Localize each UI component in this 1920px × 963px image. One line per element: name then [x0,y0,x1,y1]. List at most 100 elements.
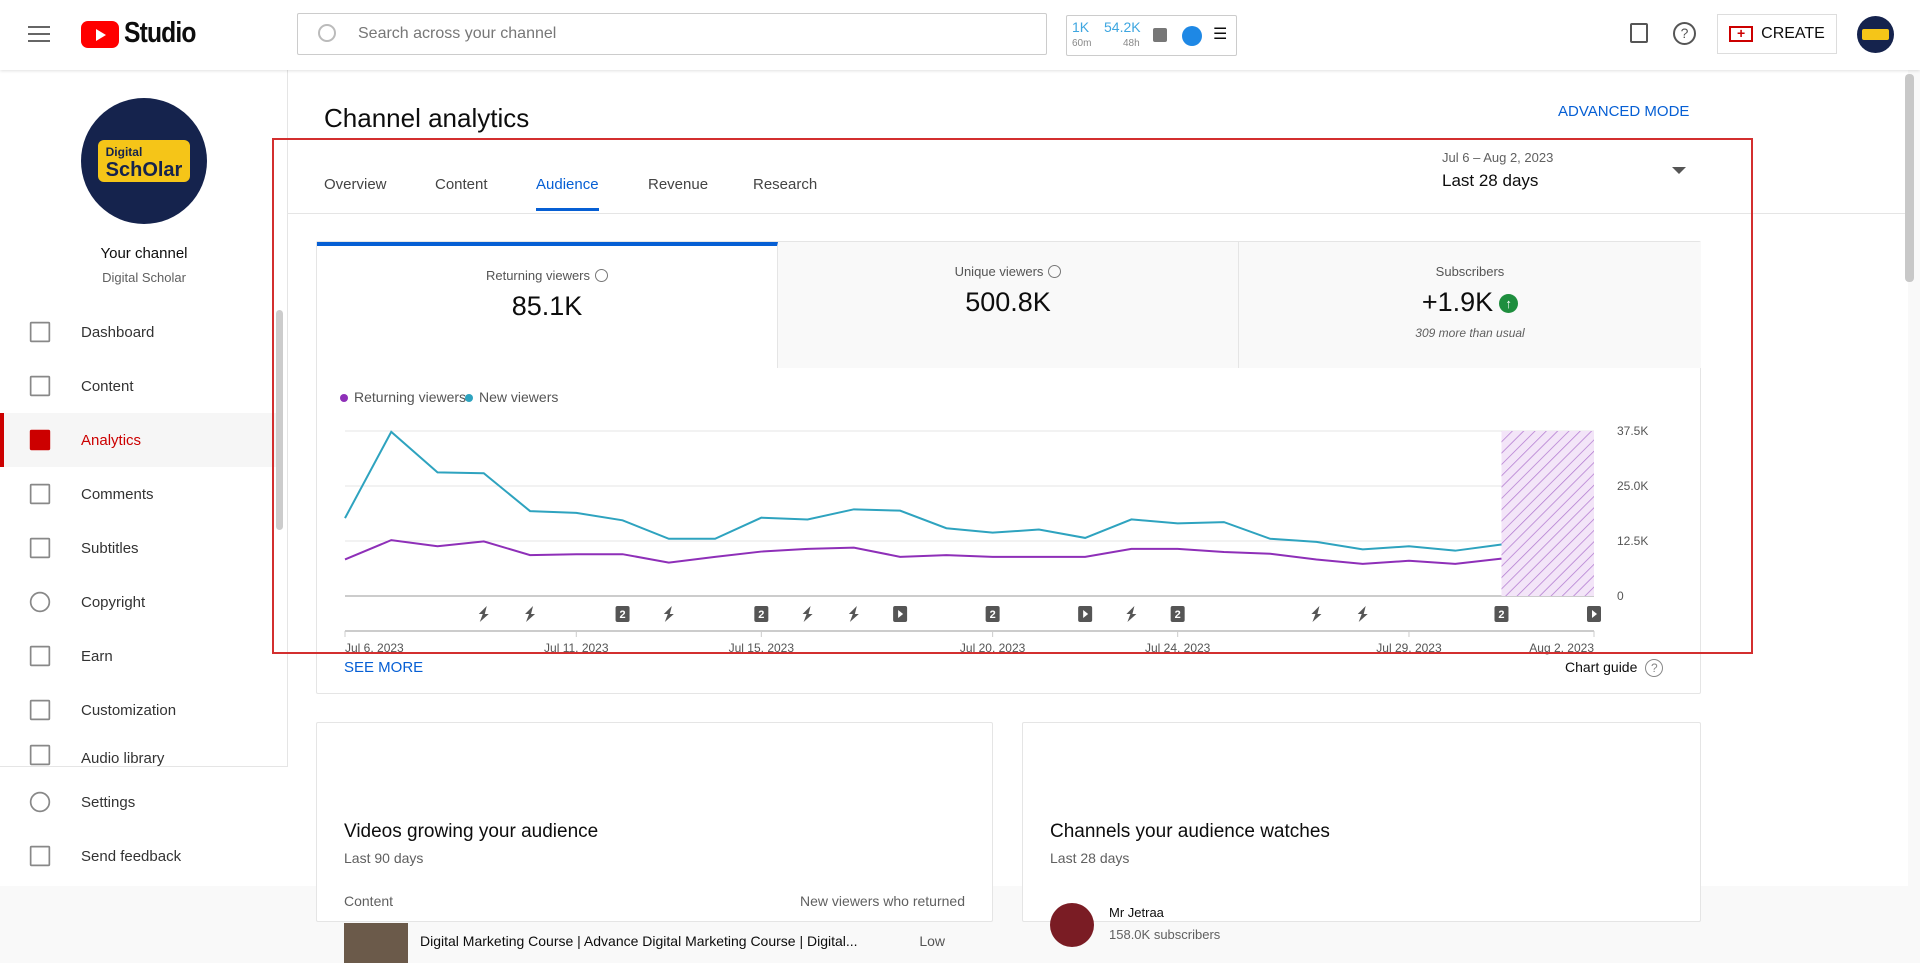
column-header-content: Content [344,893,394,909]
metric-value: +1.9K [1421,287,1494,317]
metric-tab-unique-viewers[interactable]: Unique viewers 500.8K [778,242,1239,368]
shorts-icon [1357,606,1368,622]
sidebar-item-subtitles[interactable]: Subtitles [0,521,280,575]
hamburger-icon[interactable]: ☰ [1213,26,1228,43]
tab-overview[interactable]: Overview [324,176,387,193]
tab-revenue[interactable]: Revenue [648,176,709,193]
sidebar-scrollbar[interactable] [276,310,283,530]
shorts-icon [848,606,859,622]
views-period: 48h [1123,38,1140,49]
marker-2-icon: 2 [1170,606,1185,622]
dashboard-icon [29,321,51,343]
copyright-icon [29,591,51,613]
sidebar-item-earn[interactable]: Earn [0,629,280,683]
marker-shorts-icon [525,606,536,622]
card-title: Videos growing your audience [344,821,599,842]
incomplete-data-region [1501,431,1594,596]
sidebar-item-label: Customization [81,701,177,719]
metric-tab-returning-viewers[interactable]: Returning viewers 85.1K [317,242,778,368]
metric-label-text: Subscribers [1435,264,1505,279]
marker-box [1170,606,1185,622]
analytics-icon [29,429,51,451]
menu-icon[interactable] [28,26,50,42]
date-range-selector[interactable]: Jul 6 – Aug 2, 2023 Last 28 days [1442,150,1702,200]
y-tick-label: 25.0K [1617,479,1648,493]
create-label: CREATE [1761,25,1825,42]
sidebar-item-label: Settings [81,793,136,811]
sidebar-item-label: Earn [81,647,113,665]
metric-value: 85.1K [511,291,583,321]
marker-shorts-icon [663,606,674,622]
chart-guide-button[interactable]: Chart guide ? [1565,659,1664,677]
marker-box [1494,606,1509,622]
metric-label: Unique viewers [778,264,1238,279]
marker-box [985,606,1000,622]
sidebar-item-copyright[interactable]: Copyright [0,575,280,629]
sidebar-item-label: Send feedback [81,847,182,865]
search-input[interactable]: Search across your channel [297,13,1047,55]
channel-avatar[interactable]: Digital SchOlar [81,98,207,224]
page-scrollbar[interactable] [1905,74,1914,282]
metric-tab-subscribers[interactable]: Subscribers +1.9K ↑ 309 more than usual [1239,242,1701,368]
account-avatar[interactable] [1857,16,1894,53]
feedback-messages-icon[interactable] [1630,23,1648,43]
studio-logo-text[interactable]: Studio [124,17,196,49]
metric-label: Returning viewers [317,268,777,283]
help-icon[interactable]: ? [1673,22,1696,45]
sidebar-item-settings[interactable]: Settings [0,775,280,829]
bar-chart-icon[interactable] [1153,28,1167,42]
legend-dot [465,394,473,402]
marker-shorts-icon [478,606,489,622]
subtitles-icon [29,537,51,559]
tab-audience[interactable]: Audience [536,176,599,211]
x-tick-label: Jul 6, 2023 [345,641,404,655]
tabs-divider [288,213,1908,214]
tab-content[interactable]: Content [435,176,488,193]
sidebar-item-label: Subtitles [81,539,139,557]
sidebar-item-analytics[interactable]: Analytics [0,413,280,467]
sidebar-item-dashboard[interactable]: Dashboard [0,305,280,359]
channel-name: Digital Scholar [102,270,186,285]
search-icon [318,24,336,42]
shorts-icon [1311,606,1322,622]
create-button[interactable]: + CREATE [1717,14,1837,54]
shorts-icon [1126,606,1137,622]
marker-box [615,606,630,622]
sidebar-item-customization[interactable]: Customization [0,683,280,737]
sidebar-item-audio-library[interactable]: Audio library [0,737,280,767]
sidebar-item-label: Analytics [81,431,142,449]
series-line-new-viewers [344,430,1502,552]
marker-shorts-icon [1311,606,1322,622]
marker-count: 2 [758,609,764,621]
video-title[interactable]: Digital Marketing Course | Advance Digit… [420,933,858,949]
tab-research[interactable]: Research [753,176,818,193]
play-icon [1592,610,1597,618]
sidebar-item-label: Copyright [81,593,146,611]
legend-dot [340,394,348,402]
youtube-logo-icon[interactable] [81,21,119,48]
feedback-icon [29,845,51,867]
x-tick-label: Jul 29, 2023 [1376,641,1442,655]
sidebar-item-send-feedback[interactable]: Send feedback [0,829,280,883]
stats-extension-widget[interactable]: 1K 60m 54.2K 48h ☰ [1066,15,1237,56]
y-tick-label: 12.5K [1617,534,1648,548]
sidebar-item-content[interactable]: Content [0,359,280,413]
marker-video-icon [893,606,908,622]
realtime-value: 1K [1072,19,1090,35]
marker-count: 2 [1175,609,1181,621]
marker-2-icon: 2 [615,606,630,622]
table-row[interactable]: Digital Marketing Course | Advance Digit… [344,923,967,963]
sidebar-item-comments[interactable]: Comments [0,467,280,521]
channel-avatar[interactable] [1050,903,1094,947]
sidebar-item-label: Content [81,377,134,395]
metric-label: Subscribers [1239,264,1701,279]
channel-name[interactable]: Mr Jetraa [1109,905,1164,920]
metric-label-text: Unique viewers [954,264,1044,279]
see-more-link[interactable]: SEE MORE [344,659,424,676]
extension-logo-icon[interactable] [1182,26,1202,46]
advanced-mode-button[interactable]: ADVANCED MODE [1558,103,1690,120]
help-icon: ? [1645,659,1664,677]
marker-shorts-icon [1126,606,1137,622]
legend-label-returning-viewers: Returning viewers [354,389,466,405]
shorts-icon [478,606,489,622]
